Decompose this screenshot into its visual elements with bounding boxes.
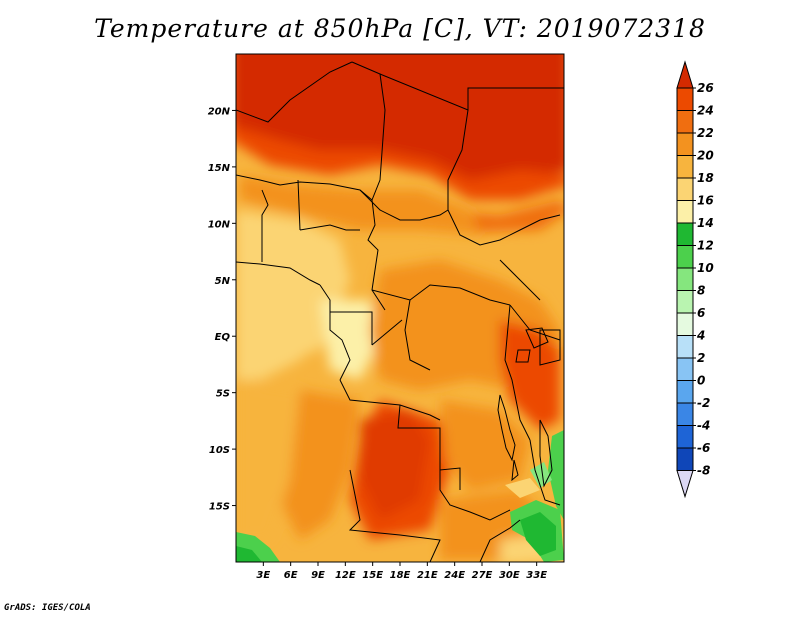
colorbar-label: -2 [697, 396, 710, 410]
lat-tick-label: 10S [209, 445, 230, 456]
colorbar-segment [676, 402, 694, 426]
colorbar-segment [676, 335, 694, 359]
temperature-field [236, 54, 564, 562]
longitude-axis: 3E 6E 9E 12E 15E 18E 21E 24E 27E 30E 33E [256, 562, 547, 581]
lon-tick-label: 15E [362, 570, 383, 581]
colorbar-label: 22 [697, 126, 714, 140]
lakes [497, 327, 553, 488]
colorbar-bottom-triangle [676, 470, 694, 499]
lat-tick-label: 5S [216, 389, 230, 400]
colorbar-segment [676, 312, 694, 336]
colorbar-label: 14 [697, 216, 714, 230]
colorbar-label: -6 [697, 441, 710, 455]
lat-tick-label: 10N [208, 219, 231, 230]
colorbar-segment [676, 380, 694, 404]
colorbar-segment [676, 357, 694, 381]
latitude-axis: 20N 15N 10N 5N EQ 5S 10S 15S [208, 106, 236, 513]
colorbar-segment [676, 447, 694, 471]
lat-tick-label: EQ [215, 332, 231, 343]
lon-tick-label: 18E [390, 570, 411, 581]
colorbar-segment [676, 87, 694, 111]
colorbar-label: 0 [697, 374, 705, 388]
colorbar-label: 10 [697, 261, 714, 275]
colorbar-label: 4 [696, 329, 705, 343]
colorbar-label: 20 [697, 149, 714, 163]
colorbar-segment [676, 200, 694, 224]
colorbar-segment [676, 425, 694, 449]
lon-tick-label: 27E [472, 570, 493, 581]
colorbar-label: -8 [697, 464, 710, 478]
lon-tick-label: 9E [311, 570, 325, 581]
colorbar-label: 24 [697, 104, 714, 118]
colorbar-label: 26 [697, 81, 714, 95]
lon-tick-label: 21E [417, 570, 438, 581]
lon-tick-label: 6E [284, 570, 298, 581]
colorbar-label: 12 [697, 239, 714, 253]
colorbar-label: 18 [697, 171, 714, 185]
colorbar-label: -4 [697, 419, 710, 433]
lon-tick-label: 33E [526, 570, 547, 581]
colorbar-segment [676, 155, 694, 179]
colorbar-segment [676, 110, 694, 134]
colorbar-segment [676, 177, 694, 201]
country-borders [236, 61, 564, 562]
lon-tick-label: 24E [444, 570, 465, 581]
colorbar-label: 8 [697, 284, 705, 298]
colorbar-segment [676, 245, 694, 269]
colorbar-segment [676, 132, 694, 156]
colorbar-label: 6 [697, 306, 705, 320]
colorbar-segment [676, 267, 694, 291]
lon-tick-label: 30E [499, 570, 520, 581]
lat-tick-label: 15N [208, 163, 231, 174]
colorbar-label: 2 [697, 351, 705, 365]
grads-credit: GrADS: IGES/COLA [4, 603, 91, 613]
lat-tick-label: 5N [215, 276, 231, 287]
colorbar-segment [676, 222, 694, 246]
lon-tick-label: 12E [335, 570, 356, 581]
chart-title: Temperature at 850hPa [C], VT: 201907231… [94, 14, 706, 43]
lon-tick-label: 3E [256, 570, 270, 581]
colorbar-segment [676, 290, 694, 314]
lat-tick-label: 15S [209, 502, 230, 513]
colorbar-top-triangle [676, 60, 694, 89]
lat-tick-label: 20N [208, 106, 231, 117]
colorbar-label: 16 [697, 194, 714, 208]
